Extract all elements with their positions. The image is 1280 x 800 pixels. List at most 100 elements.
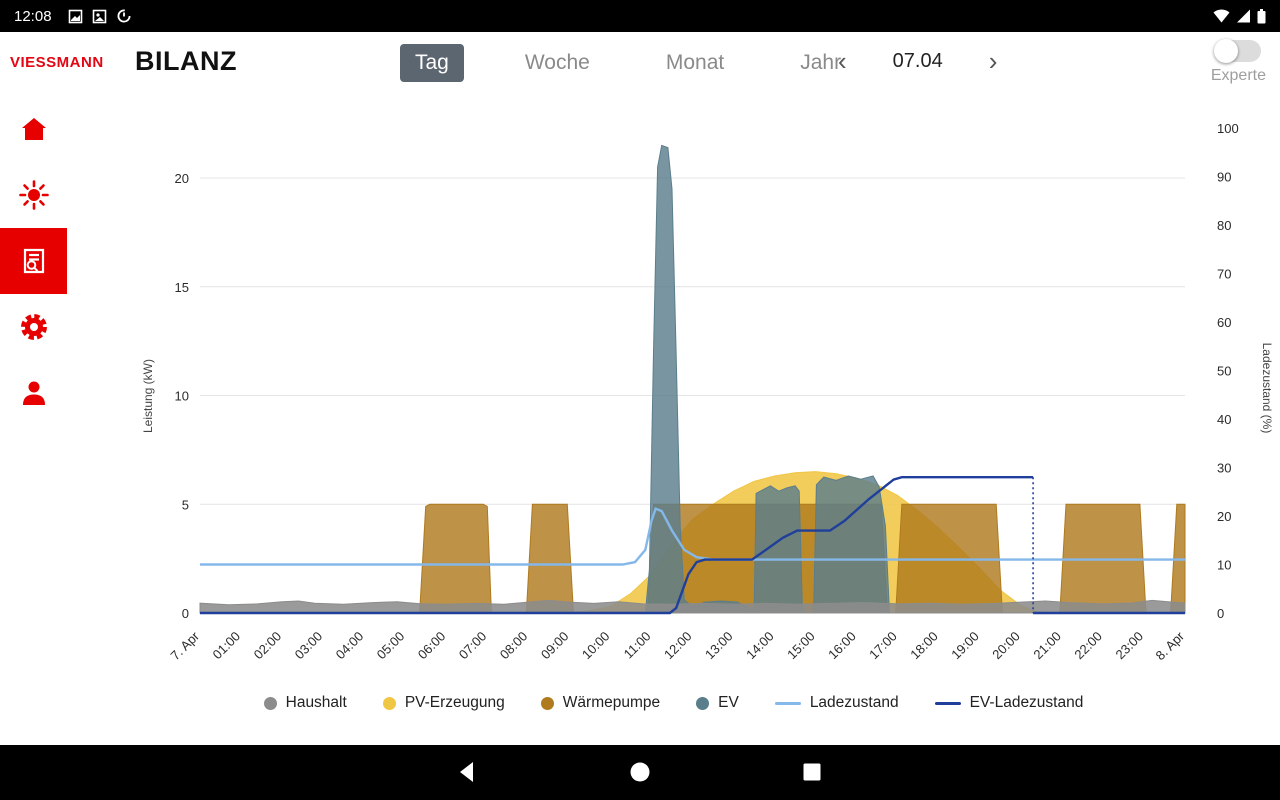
svg-text:19:00: 19:00	[948, 629, 982, 663]
person-icon	[22, 381, 45, 405]
svg-text:13:00: 13:00	[702, 629, 736, 663]
svg-text:80: 80	[1217, 218, 1231, 233]
legend-dot-marker	[540, 696, 554, 710]
svg-text:0: 0	[182, 606, 189, 621]
legend-dot-marker	[263, 696, 277, 710]
legend-label: Haushalt	[285, 694, 347, 711]
recents-button[interactable]	[800, 760, 824, 787]
svg-text:60: 60	[1217, 315, 1231, 330]
balance-chart: 0 5 10 15 20 0 10 20 30 40 50 60 70 80 90 100 7. Apr 01:0…	[141, 121, 1274, 663]
legend-item[interactable]: Ladezustand	[774, 694, 899, 712]
cellular-signal-icon	[1237, 9, 1250, 23]
svg-text:Leistung (kW): Leistung (kW)	[141, 359, 155, 433]
svg-text:20:00: 20:00	[989, 629, 1023, 663]
svg-text:04:00: 04:00	[333, 629, 367, 663]
svg-text:8. Apr: 8. Apr	[1152, 628, 1187, 663]
expert-label: Experte	[1210, 67, 1266, 84]
svg-text:11:00: 11:00	[621, 629, 654, 662]
svg-text:10: 10	[1217, 558, 1231, 573]
gear-icon	[20, 314, 47, 340]
back-button[interactable]	[456, 760, 480, 787]
svg-text:17:00: 17:00	[866, 629, 900, 663]
sidebar-item-settings[interactable]	[0, 294, 67, 360]
sidebar	[0, 96, 67, 426]
svg-text:14:00: 14:00	[743, 629, 777, 663]
svg-text:20: 20	[175, 171, 189, 186]
legend-item[interactable]: EV-Ladezustand	[934, 694, 1084, 712]
legend-label: EV	[718, 694, 739, 711]
expert-mode: Experte	[1210, 39, 1266, 85]
svg-text:90: 90	[1217, 170, 1231, 185]
sun-icon	[18, 180, 49, 210]
report-magnifier-icon	[23, 248, 44, 274]
svg-text:18:00: 18:00	[907, 629, 941, 663]
home-button[interactable]	[628, 760, 652, 787]
legend-line-marker	[934, 701, 961, 705]
svg-text:21:00: 21:00	[1030, 629, 1064, 663]
legend: Haushalt PV-Erzeugung Wärmepumpe EV Ladezust…	[67, 694, 1280, 712]
page-title: BILANZ	[135, 46, 237, 76]
viessmann-logo: VIESSMANN	[10, 54, 104, 71]
svg-text:22:00: 22:00	[1071, 629, 1105, 663]
battery-icon	[1257, 8, 1266, 23]
sidebar-item-home[interactable]	[0, 96, 67, 162]
next-day-button[interactable]: ›	[988, 46, 998, 76]
legend-item[interactable]: PV-Erzeugung	[382, 694, 505, 712]
tab-woche[interactable]: Woche	[510, 44, 605, 82]
tab-monat[interactable]: Monat	[651, 44, 739, 82]
svg-text:20: 20	[1217, 509, 1231, 524]
svg-text:50: 50	[1217, 364, 1231, 379]
svg-text:15:00: 15:00	[784, 629, 818, 663]
svg-text:01:00: 01:00	[210, 629, 244, 663]
clock: 12:08	[14, 7, 52, 25]
status-bar: 12:08	[0, 0, 1280, 32]
svg-text:0: 0	[1217, 606, 1224, 621]
legend-item[interactable]: EV	[696, 694, 739, 712]
legend-dot-marker	[696, 696, 710, 710]
legend-item[interactable]: Wärmepumpe	[540, 694, 661, 712]
svg-text:12:00: 12:00	[661, 629, 695, 663]
sidebar-item-energy[interactable]	[0, 162, 67, 228]
svg-text:100: 100	[1217, 121, 1239, 136]
svg-text:03:00: 03:00	[292, 629, 326, 663]
legend-label: PV-Erzeugung	[404, 694, 505, 711]
svg-text:05:00: 05:00	[374, 629, 408, 663]
toggle-knob	[1214, 39, 1239, 63]
svg-text:09:00: 09:00	[538, 629, 572, 663]
android-nav-bar	[0, 745, 1280, 800]
svg-text:Ladezustand (%): Ladezustand (%)	[1260, 343, 1274, 434]
prev-day-button[interactable]: ‹	[838, 46, 847, 76]
home-icon	[21, 118, 46, 140]
svg-text:15: 15	[175, 280, 189, 295]
svg-text:70: 70	[1217, 267, 1231, 282]
svg-text:16:00: 16:00	[825, 629, 859, 663]
svg-text:40: 40	[1217, 412, 1231, 427]
image-icon	[92, 9, 106, 23]
date-navigation: ‹ 07.04 ›	[838, 48, 997, 74]
legend-item[interactable]: Haushalt	[263, 694, 347, 712]
selected-date: 07.04	[892, 49, 943, 72]
svg-text:30: 30	[1217, 461, 1231, 476]
svg-text:08:00: 08:00	[497, 629, 531, 663]
back-icon	[460, 762, 473, 782]
legend-label: EV-Ladezustand	[969, 694, 1084, 711]
svg-text:23:00: 23:00	[1113, 629, 1147, 663]
tab-jahr[interactable]: Jahr	[785, 44, 856, 82]
svg-text:7. Apr: 7. Apr	[167, 628, 202, 663]
legend-line-marker	[774, 701, 801, 705]
home-circle-icon	[630, 762, 650, 782]
legend-label: Wärmepumpe	[562, 694, 661, 711]
data-saver-icon	[117, 9, 131, 23]
expert-toggle[interactable]	[1214, 39, 1262, 63]
recents-square-icon	[803, 763, 821, 781]
sidebar-item-reports[interactable]	[0, 228, 67, 294]
sidebar-item-user[interactable]	[0, 360, 67, 426]
svg-text:02:00: 02:00	[251, 629, 285, 663]
legend-label: Ladezustand	[809, 694, 899, 711]
svg-text:07:00: 07:00	[456, 629, 490, 663]
svg-text:10:00: 10:00	[579, 629, 613, 663]
tab-tag[interactable]: Tag	[400, 44, 464, 82]
svg-text:10: 10	[175, 389, 189, 404]
app-header: VIESSMANN BILANZ Tag Woche Monat Jahr ‹ …	[0, 32, 1280, 96]
period-tabs: Tag Woche Monat Jahr	[400, 44, 856, 82]
